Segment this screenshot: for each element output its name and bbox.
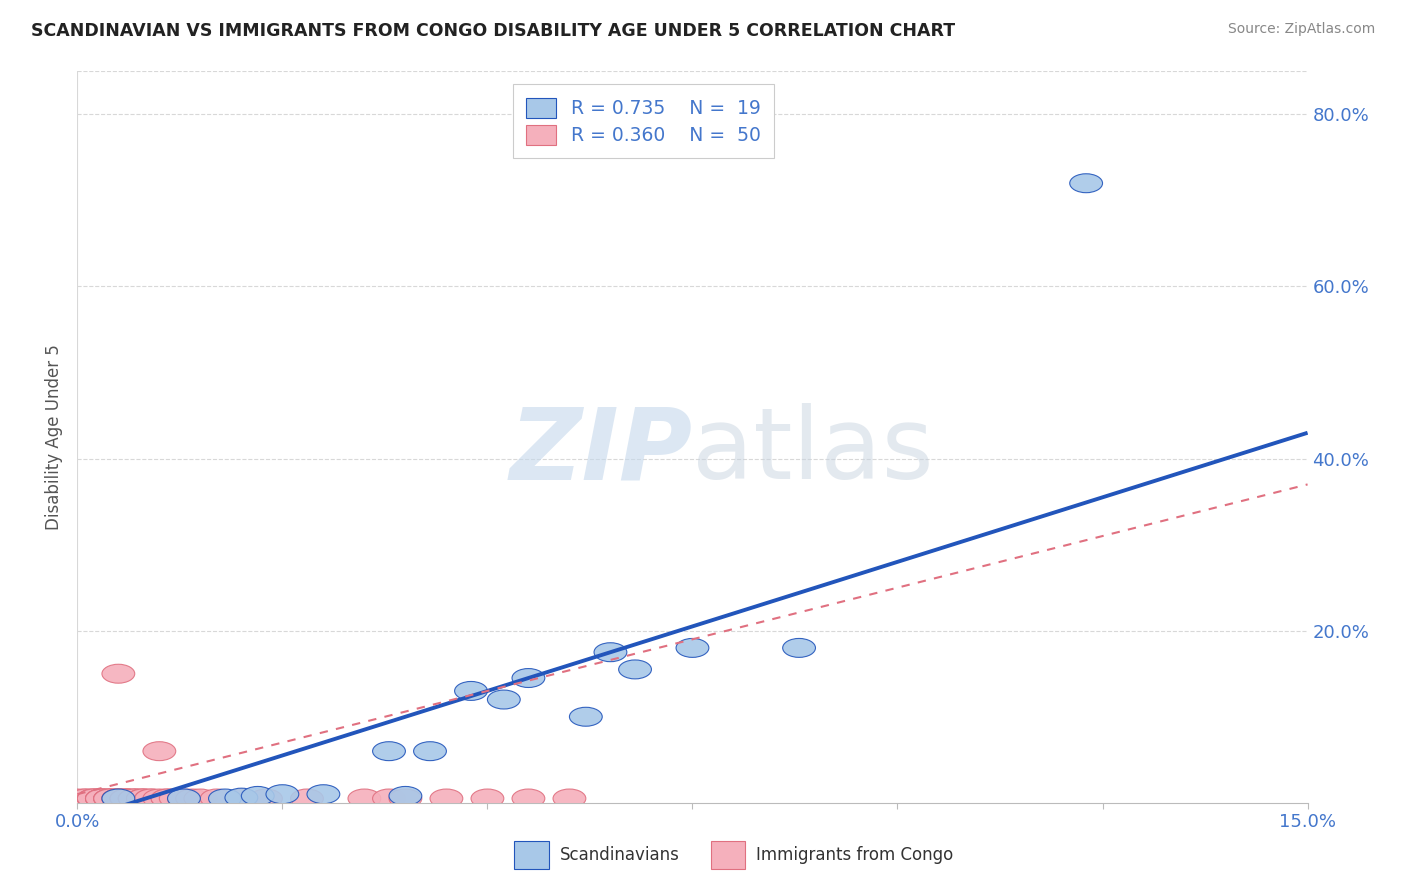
Ellipse shape xyxy=(103,665,135,683)
Text: Source: ZipAtlas.com: Source: ZipAtlas.com xyxy=(1227,22,1375,37)
Ellipse shape xyxy=(266,785,299,804)
Ellipse shape xyxy=(77,789,110,808)
Ellipse shape xyxy=(94,789,127,808)
Ellipse shape xyxy=(488,690,520,709)
Ellipse shape xyxy=(127,789,159,808)
Ellipse shape xyxy=(86,789,118,808)
Ellipse shape xyxy=(94,789,127,808)
Ellipse shape xyxy=(110,789,143,808)
Ellipse shape xyxy=(167,789,201,808)
Ellipse shape xyxy=(454,681,488,700)
Ellipse shape xyxy=(595,643,627,662)
Ellipse shape xyxy=(118,789,152,808)
Ellipse shape xyxy=(94,789,127,808)
Ellipse shape xyxy=(143,789,176,808)
Ellipse shape xyxy=(103,789,135,808)
Ellipse shape xyxy=(86,789,118,808)
Ellipse shape xyxy=(77,789,110,808)
Ellipse shape xyxy=(208,789,242,808)
Ellipse shape xyxy=(60,789,94,808)
Ellipse shape xyxy=(118,789,152,808)
Ellipse shape xyxy=(103,789,135,808)
Ellipse shape xyxy=(783,639,815,657)
Ellipse shape xyxy=(512,669,546,688)
Ellipse shape xyxy=(94,789,127,808)
Ellipse shape xyxy=(135,789,167,808)
Ellipse shape xyxy=(389,789,422,808)
Text: atlas: atlas xyxy=(693,403,934,500)
Ellipse shape xyxy=(159,789,193,808)
Ellipse shape xyxy=(619,660,651,679)
Ellipse shape xyxy=(103,789,135,808)
Ellipse shape xyxy=(413,742,447,761)
Ellipse shape xyxy=(69,789,103,808)
Ellipse shape xyxy=(389,787,422,805)
Ellipse shape xyxy=(250,789,283,808)
Ellipse shape xyxy=(152,789,184,808)
Ellipse shape xyxy=(569,707,602,726)
Ellipse shape xyxy=(242,787,274,805)
Ellipse shape xyxy=(86,789,118,808)
Ellipse shape xyxy=(127,789,159,808)
Text: Scandinavians: Scandinavians xyxy=(560,846,679,863)
Text: Immigrants from Congo: Immigrants from Congo xyxy=(756,846,953,863)
Ellipse shape xyxy=(103,789,135,808)
Ellipse shape xyxy=(127,789,159,808)
Ellipse shape xyxy=(225,789,257,807)
Ellipse shape xyxy=(373,742,405,761)
Ellipse shape xyxy=(86,789,118,808)
FancyBboxPatch shape xyxy=(711,841,745,869)
Ellipse shape xyxy=(103,789,135,808)
Ellipse shape xyxy=(118,789,152,808)
Ellipse shape xyxy=(152,789,184,808)
Ellipse shape xyxy=(430,789,463,808)
Ellipse shape xyxy=(176,789,208,808)
Text: SCANDINAVIAN VS IMMIGRANTS FROM CONGO DISABILITY AGE UNDER 5 CORRELATION CHART: SCANDINAVIAN VS IMMIGRANTS FROM CONGO DI… xyxy=(31,22,955,40)
Ellipse shape xyxy=(307,785,340,804)
Ellipse shape xyxy=(471,789,503,808)
Y-axis label: Disability Age Under 5: Disability Age Under 5 xyxy=(45,344,63,530)
Ellipse shape xyxy=(110,789,143,808)
Ellipse shape xyxy=(553,789,586,808)
Ellipse shape xyxy=(225,789,257,808)
Ellipse shape xyxy=(69,789,103,808)
Ellipse shape xyxy=(349,789,381,808)
Ellipse shape xyxy=(1070,174,1102,193)
Ellipse shape xyxy=(676,639,709,657)
Ellipse shape xyxy=(143,742,176,761)
Ellipse shape xyxy=(373,789,405,808)
Ellipse shape xyxy=(110,789,143,808)
Ellipse shape xyxy=(135,789,167,808)
Ellipse shape xyxy=(201,789,233,808)
Legend: R = 0.735    N =  19, R = 0.360    N =  50: R = 0.735 N = 19, R = 0.360 N = 50 xyxy=(513,85,773,158)
Ellipse shape xyxy=(110,789,143,808)
Ellipse shape xyxy=(291,789,323,808)
Ellipse shape xyxy=(167,789,201,808)
FancyBboxPatch shape xyxy=(515,841,548,869)
Ellipse shape xyxy=(512,789,546,808)
Ellipse shape xyxy=(184,789,217,808)
Text: ZIP: ZIP xyxy=(509,403,693,500)
Ellipse shape xyxy=(77,789,110,808)
